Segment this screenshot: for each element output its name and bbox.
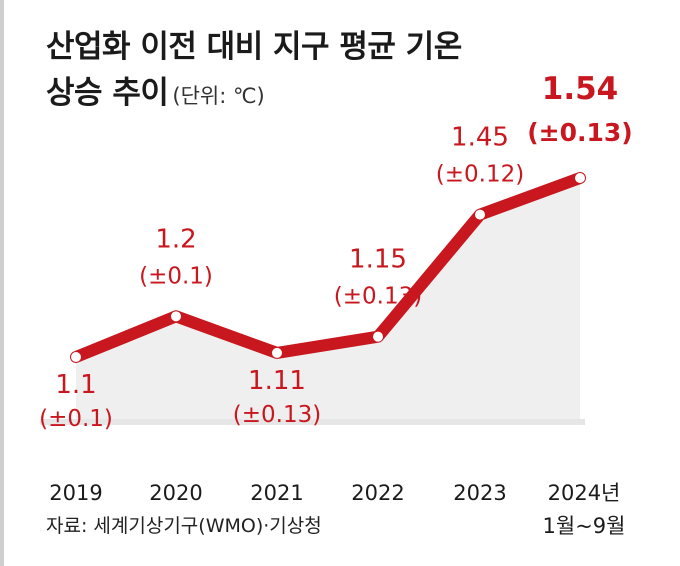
data-point-2019 [71,352,81,362]
value-label: 1.11 [248,366,306,396]
x-tick-label: 2022 [351,481,404,505]
left-rule [0,0,4,566]
data-point-2024 [575,173,585,183]
chart-title: 산업화 이전 대비 지구 평균 기온 상승 추이 (단위: ℃) [46,24,462,119]
data-point-2020 [171,311,181,322]
error-label: (±0.13) [233,402,321,428]
error-label: (±0.13) [334,284,422,310]
error-label: (±0.12) [436,162,524,188]
data-point-2021 [272,347,282,358]
x-tick-label: 2023 [453,481,506,505]
value-label: 1.1 [55,370,96,400]
value-label: 1.45 [451,123,509,153]
x-tick-label: 2021 [250,481,303,505]
data-point-2023 [475,209,485,220]
value-label: 1.54 [542,71,619,107]
error-label: (±0.1) [39,406,113,432]
value-label: 1.2 [155,224,196,254]
x-tick-label: 2024년 [548,481,621,505]
area-fill [76,178,580,422]
title-line-1: 산업화 이전 대비 지구 평균 기온 [46,29,462,65]
source-note: 자료: 세계기상기구(WMO)·기상청 [46,515,322,537]
x-tick-label: 2020 [149,481,202,505]
unit-label: (단위: ℃) [172,84,265,108]
error-label: (±0.13) [527,118,632,147]
value-label: 1.15 [349,245,407,275]
data-point-2022 [373,331,383,342]
error-label: (±0.1) [139,263,213,289]
title-line-2-text: 상승 추이 [46,75,169,111]
series-line [70,172,586,363]
title-line-2: 상승 추이 (단위: ℃) [46,70,462,119]
x-tick-label: 1월~9월 [543,514,626,538]
x-tick-label: 2019 [49,481,102,505]
